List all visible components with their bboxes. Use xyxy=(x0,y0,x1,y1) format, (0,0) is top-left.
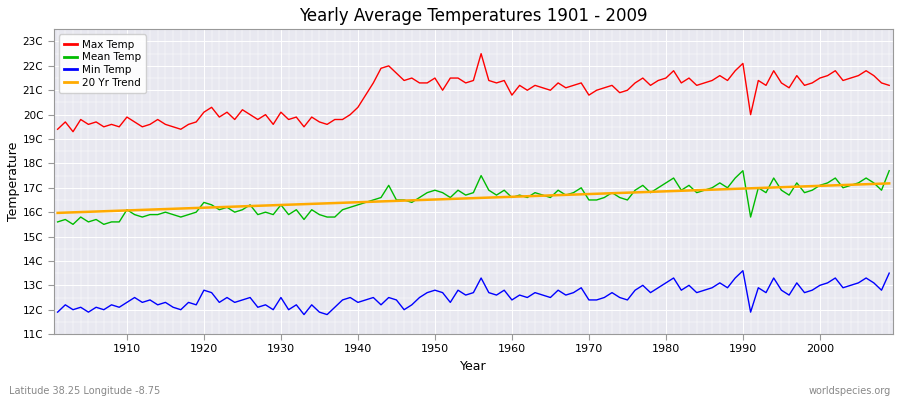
Y-axis label: Temperature: Temperature xyxy=(7,142,20,221)
Text: Latitude 38.25 Longitude -8.75: Latitude 38.25 Longitude -8.75 xyxy=(9,386,160,396)
Legend: Max Temp, Mean Temp, Min Temp, 20 Yr Trend: Max Temp, Mean Temp, Min Temp, 20 Yr Tre… xyxy=(59,34,146,93)
Title: Yearly Average Temperatures 1901 - 2009: Yearly Average Temperatures 1901 - 2009 xyxy=(299,7,648,25)
Text: worldspecies.org: worldspecies.org xyxy=(809,386,891,396)
X-axis label: Year: Year xyxy=(460,360,487,373)
